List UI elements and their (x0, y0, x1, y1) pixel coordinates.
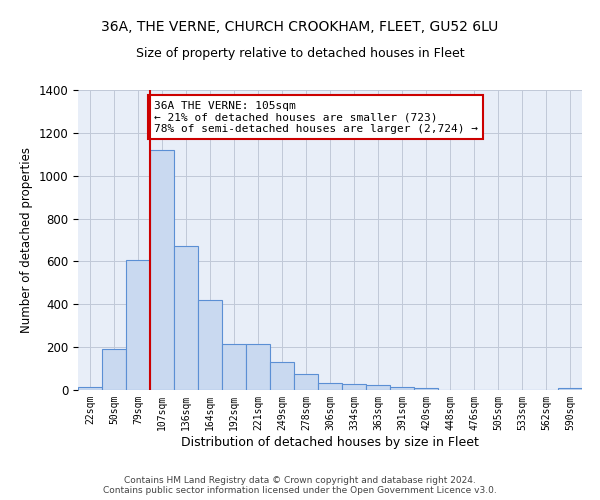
Bar (246, 344, 270, 390)
Bar (342, 384, 366, 390)
Bar (318, 382, 342, 390)
Bar (414, 388, 438, 390)
Bar (270, 362, 294, 390)
Bar (558, 388, 582, 390)
Text: 36A, THE VERNE, CHURCH CROOKHAM, FLEET, GU52 6LU: 36A, THE VERNE, CHURCH CROOKHAM, FLEET, … (101, 20, 499, 34)
Bar (222, 344, 246, 390)
Bar (102, 350, 126, 390)
Bar (150, 150, 174, 390)
Bar (126, 260, 150, 390)
Bar (198, 300, 222, 390)
Text: 36A THE VERNE: 105sqm
← 21% of detached houses are smaller (723)
78% of semi-det: 36A THE VERNE: 105sqm ← 21% of detached … (154, 100, 478, 134)
X-axis label: Distribution of detached houses by size in Fleet: Distribution of detached houses by size … (181, 436, 479, 448)
Bar (390, 388, 414, 390)
Text: Contains HM Land Registry data © Crown copyright and database right 2024.
Contai: Contains HM Land Registry data © Crown c… (103, 476, 497, 495)
Bar (366, 384, 390, 390)
Y-axis label: Number of detached properties: Number of detached properties (20, 147, 33, 333)
Bar (294, 374, 318, 390)
Text: Size of property relative to detached houses in Fleet: Size of property relative to detached ho… (136, 48, 464, 60)
Bar (78, 387, 102, 390)
Bar (174, 246, 198, 390)
